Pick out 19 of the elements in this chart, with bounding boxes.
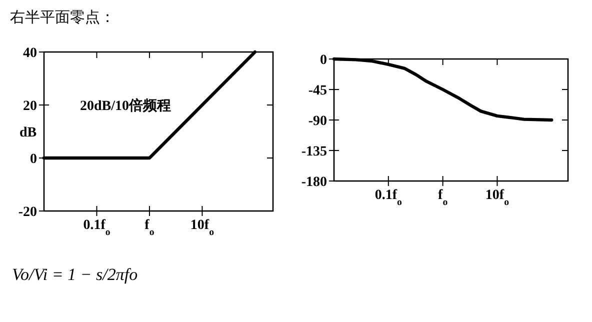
annotation: 20dB/10倍频程 (80, 97, 172, 114)
x-tick-label: f$_{o}$ (438, 188, 448, 208)
y-tick-label: -20 (18, 205, 37, 220)
y-tick-label: 40 (23, 46, 37, 61)
y-tick-label: -90 (308, 114, 327, 129)
y-tick-label: -135 (301, 144, 327, 160)
chart-title: 右半平面零点： (10, 8, 115, 26)
x-tick-label: 0.1f$_{o}$ (374, 188, 402, 208)
y-tick-label: -45 (308, 84, 327, 98)
text: Vo/Vi = 1 − s/2πfo (12, 265, 138, 284)
y-tick-label: 20 (23, 99, 37, 114)
y-axis-title: dB (19, 126, 37, 140)
x-tick-label: 0.1f$_{o}$ (83, 218, 110, 238)
y-tick-label: 0 (320, 53, 327, 68)
x-tick-label: f$_{o}$ (144, 218, 154, 238)
y-tick-label: 0 (30, 152, 37, 167)
y-tick-label: -180 (301, 175, 327, 190)
x-tick-label: 10f$_{o}$ (190, 218, 214, 238)
x-tick-label: 10f$_{o}$ (485, 188, 510, 208)
